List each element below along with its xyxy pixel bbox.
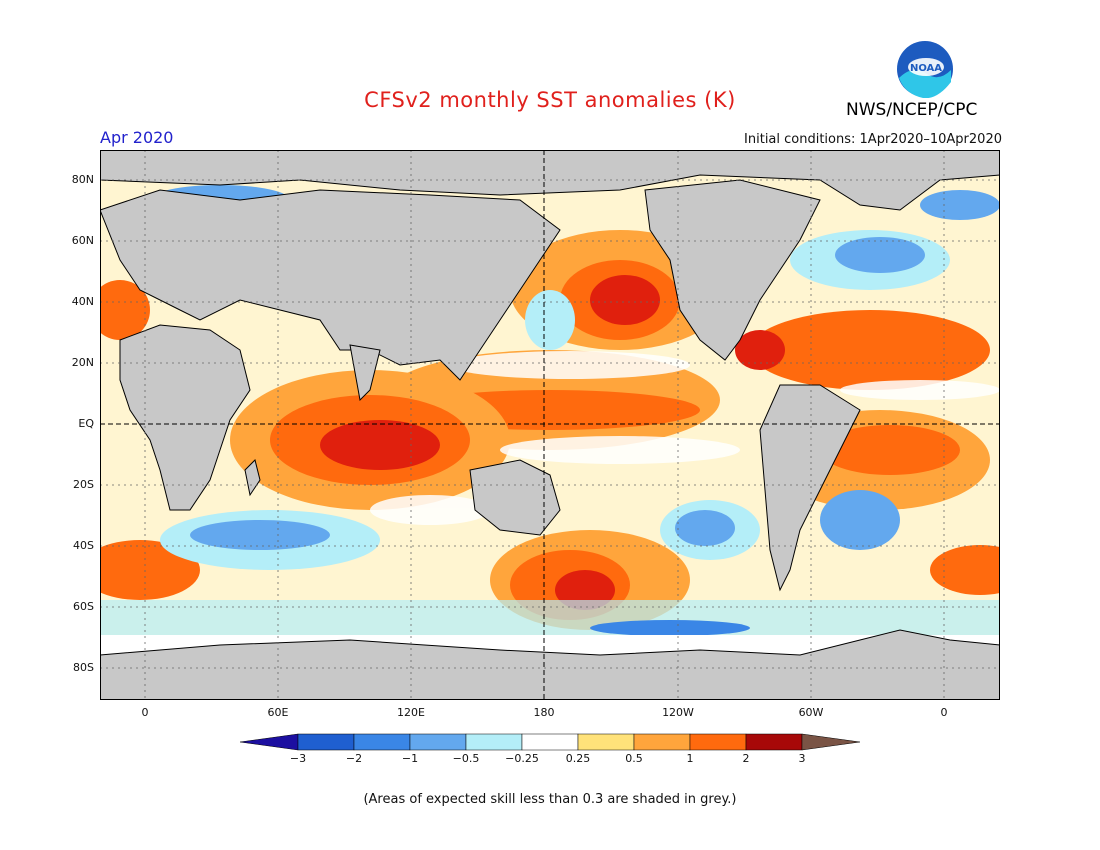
skill-footnote: (Areas of expected skill less than 0.3 a… — [363, 792, 737, 807]
colorbar-cell — [297, 733, 355, 751]
noaa-logo: NOAA — [897, 41, 953, 98]
colorbar-label: 0.5 — [625, 752, 643, 765]
lon-label: 0 — [940, 706, 948, 719]
lon-label: 60W — [798, 706, 824, 719]
sst-anomaly-map — [100, 150, 1000, 700]
colorbar-cell — [577, 733, 635, 751]
lat-label: 20S — [73, 478, 94, 491]
neutral-anomalies — [370, 351, 1000, 525]
colorbar-label: 1 — [686, 752, 694, 765]
lat-label: 60N — [71, 234, 94, 247]
colorbar-label: −1 — [401, 752, 419, 765]
colorbar-cell — [240, 733, 299, 751]
cool-anomalies — [100, 185, 1000, 636]
lat-label: 80N — [71, 173, 94, 186]
lon-label: 180 — [533, 706, 555, 719]
land-masses — [100, 150, 1000, 700]
colorbar-label: −0.5 — [452, 752, 480, 765]
lat-label: 20N — [71, 356, 94, 369]
colorbar-cell — [745, 733, 803, 751]
colorbar-cell — [633, 733, 691, 751]
colorbar-cell — [801, 733, 861, 751]
lon-label: 120E — [397, 706, 425, 719]
lat-label: 40N — [71, 295, 94, 308]
map-title: CFSv2 monthly SST anomalies (K) — [364, 88, 736, 112]
lat-label: 40S — [73, 539, 94, 552]
lon-label: 0 — [141, 706, 149, 719]
colorbar-label: −3 — [289, 752, 307, 765]
colorbar-label: 2 — [742, 752, 750, 765]
colorbar-label: −2 — [345, 752, 363, 765]
colorbar-label: −0.25 — [505, 752, 539, 765]
lat-label: 60S — [73, 600, 94, 613]
warm-anomalies — [100, 230, 1000, 630]
graticule — [100, 150, 1000, 700]
colorbar — [240, 733, 861, 751]
colorbar-label: 0.25 — [565, 752, 591, 765]
forecast-month: Apr 2020 — [100, 128, 174, 147]
colorbar-cell — [689, 733, 747, 751]
lon-label: 120W — [662, 706, 694, 719]
colorbar-cell — [465, 733, 523, 751]
lat-label: EQ — [78, 417, 94, 430]
agency-label: NWS/NCEP/CPC — [846, 100, 978, 120]
lon-label: 60E — [267, 706, 289, 719]
colorbar-label: 3 — [798, 752, 806, 765]
colorbar-cell — [409, 733, 467, 751]
lat-label: 80S — [73, 661, 94, 674]
colorbar-cell — [353, 733, 411, 751]
colorbar-cell — [521, 733, 579, 751]
noaa-logo-text: NOAA — [910, 63, 942, 74]
initial-conditions: Initial conditions: 1Apr2020–10Apr2020 — [744, 132, 1002, 147]
